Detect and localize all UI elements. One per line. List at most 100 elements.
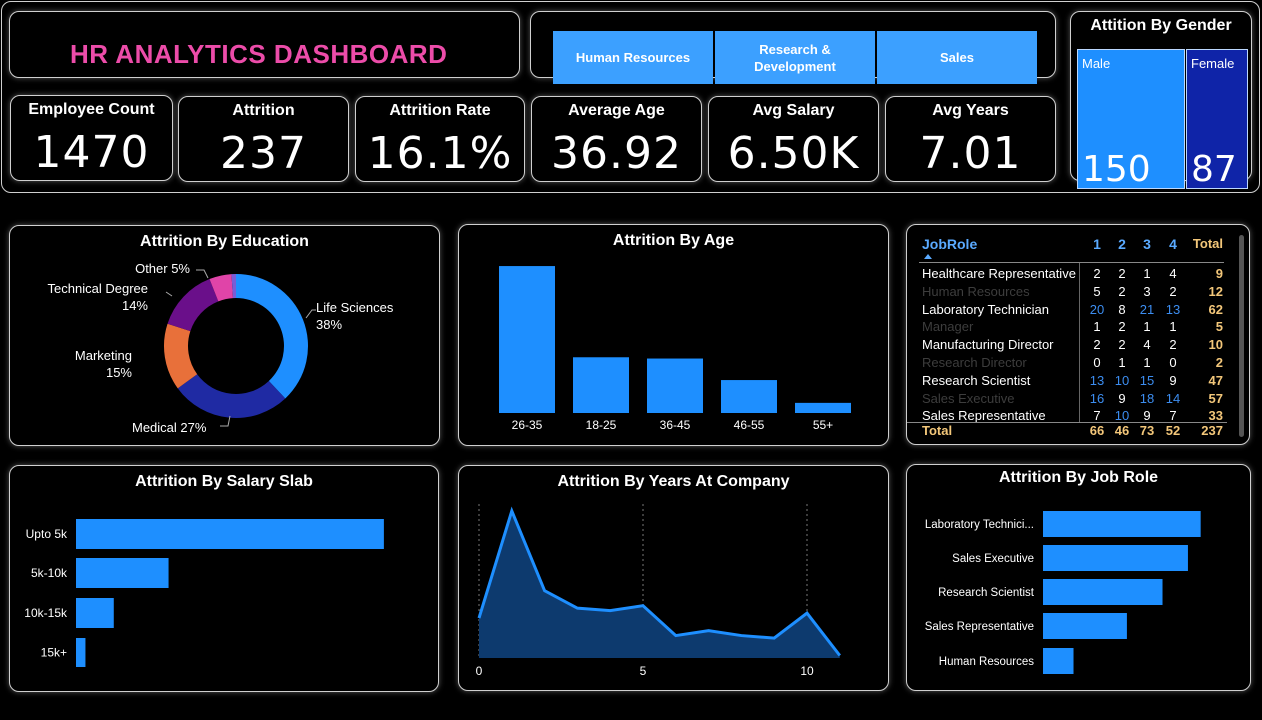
years-area-chart: 0 5 10 bbox=[476, 504, 841, 678]
donut-label: Medical 27% bbox=[132, 420, 207, 435]
attrition-by-education: Attrition By Education Life Sciences 38% M… bbox=[9, 225, 440, 446]
matrix-row-total: 12 bbox=[1208, 283, 1223, 299]
age-bar-26-35[interactable] bbox=[499, 266, 555, 413]
age-bar-46-55[interactable] bbox=[721, 380, 777, 413]
salary-bar-2[interactable] bbox=[76, 598, 114, 628]
matrix-cell: 4 bbox=[1169, 266, 1177, 281]
kpi-avg-salary: Avg Salary 6.50K bbox=[708, 96, 879, 182]
matrix-cell: 7 bbox=[1093, 408, 1101, 424]
sort-up-icon[interactable] bbox=[924, 254, 932, 259]
kpi-value: 36.92 bbox=[551, 128, 682, 179]
jobrole-bar-4[interactable] bbox=[1043, 648, 1074, 674]
matrix-row-label: Sales Representative bbox=[922, 408, 1046, 424]
salary-bar-3[interactable] bbox=[76, 638, 86, 667]
age-tick-label: 18-25 bbox=[586, 418, 617, 432]
matrix-row-total: 47 bbox=[1208, 372, 1223, 388]
jobrole-bar-3[interactable] bbox=[1043, 613, 1127, 639]
jobrole-tick-label: Sales Executive bbox=[952, 553, 1034, 565]
matrix-row-total: 10 bbox=[1208, 337, 1223, 353]
kpi-label: Average Age bbox=[568, 102, 665, 119]
jobrole-bar-2[interactable] bbox=[1043, 579, 1163, 605]
matrix-row-total: 62 bbox=[1208, 301, 1223, 317]
matrix-scrollbar[interactable] bbox=[1239, 235, 1244, 437]
salary-tick-label: Upto 5k bbox=[26, 527, 68, 541]
matrix-total-cell: 46 bbox=[1114, 423, 1130, 438]
leader-line bbox=[196, 269, 209, 279]
matrix-header-level: 2 bbox=[1118, 236, 1126, 252]
donut-slice-2[interactable] bbox=[164, 323, 198, 389]
matrix-cell: 13 bbox=[1089, 372, 1105, 388]
kpi-label: Attrition Rate bbox=[389, 102, 491, 119]
matrix-cell: 1 bbox=[1093, 319, 1101, 335]
matrix-total-divider bbox=[907, 422, 1227, 423]
salary-tick-label: 15k+ bbox=[41, 646, 67, 660]
donut-slice-1[interactable] bbox=[177, 374, 286, 418]
jobrole-bar-chart: Laboratory Technici... Sales Executive Res… bbox=[925, 511, 1201, 674]
kpi-value: 16.1% bbox=[367, 128, 513, 179]
slicer-human-resources[interactable]: Human Resources bbox=[553, 31, 713, 84]
matrix-cell: 2 bbox=[1093, 266, 1101, 281]
jobrole-bar-1[interactable] bbox=[1043, 545, 1188, 571]
chart-title: Attrition By Salary Slab bbox=[135, 473, 313, 490]
chart-title: Attrition By Age bbox=[612, 232, 735, 249]
matrix-header-level: 4 bbox=[1169, 236, 1177, 252]
age-bar-chart: 26-35 18-25 36-45 46-55 55+ bbox=[499, 266, 851, 432]
salary-tick-label: 5k-10k bbox=[31, 566, 68, 580]
chart-title: Attrition By Years At Company bbox=[557, 473, 790, 490]
attrition-by-gender: Attition By Gender Male 150 Female 87 bbox=[1070, 11, 1252, 190]
donut-slice-0[interactable] bbox=[236, 274, 308, 399]
leader-line bbox=[305, 309, 316, 319]
matrix-cell: 2 bbox=[1118, 337, 1126, 353]
leader-line bbox=[220, 415, 231, 427]
donut-slice-5[interactable] bbox=[231, 274, 236, 299]
matrix-cell: 15 bbox=[1139, 372, 1155, 388]
matrix-cell: 2 bbox=[1169, 337, 1177, 353]
matrix-cell: 10 bbox=[1114, 372, 1130, 388]
age-bar-36-45[interactable] bbox=[647, 358, 703, 413]
kpi-value: 7.01 bbox=[919, 128, 1022, 179]
age-bar-18-25[interactable] bbox=[573, 357, 629, 413]
jobrole-bar-0[interactable] bbox=[1043, 511, 1201, 537]
salary-bar-0[interactable] bbox=[76, 519, 384, 549]
attrition-by-job-role: Attrition By Job Role Laboratory Technic… bbox=[906, 464, 1251, 691]
age-tick-label: 46-55 bbox=[734, 418, 765, 432]
gender-male-tile[interactable]: Male 150 bbox=[1077, 49, 1185, 190]
matrix-row-label: Research Director bbox=[922, 355, 1027, 370]
donut-slice-4[interactable] bbox=[209, 274, 233, 302]
kpi-employee-count: Employee Count 1470 bbox=[10, 95, 173, 181]
gender-value: 87 bbox=[1191, 149, 1237, 190]
matrix-table: JobRole 1 2 3 4 Total Healthcare Representativ… bbox=[907, 225, 1249, 444]
gender-female-tile[interactable]: Female 87 bbox=[1186, 49, 1248, 190]
kpi-section bbox=[1, 1, 1260, 193]
chart-title: Attrition By Job Role bbox=[998, 469, 1159, 486]
matrix-row-total: 9 bbox=[1215, 266, 1223, 281]
matrix-header-total: Total bbox=[1192, 236, 1223, 251]
chart-title: Attition By Gender bbox=[1090, 17, 1232, 34]
matrix-cell: 18 bbox=[1139, 390, 1155, 406]
donut-slice-3[interactable] bbox=[167, 279, 219, 332]
donut-label: Technical Degree 14% bbox=[48, 281, 149, 313]
age-bar-55+[interactable] bbox=[795, 402, 851, 413]
area-line[interactable] bbox=[477, 506, 841, 657]
matrix-cell: 2 bbox=[1169, 283, 1177, 299]
matrix-row-label: Sales Executive bbox=[922, 390, 1015, 406]
matrix-header-divider bbox=[919, 262, 1224, 263]
salary-bar-1[interactable] bbox=[76, 558, 169, 588]
slicer-research-development[interactable]: Research & Development bbox=[715, 31, 875, 84]
kpi-value: 1470 bbox=[33, 127, 150, 178]
matrix-grand-total: 237 bbox=[1201, 423, 1223, 438]
page-title: HR ANALYTICS DASHBOARD bbox=[70, 39, 448, 69]
slicer-sales[interactable]: Sales bbox=[877, 31, 1037, 84]
jobrole-tick-label: Laboratory Technici... bbox=[925, 519, 1034, 531]
matrix-total-cell: 66 bbox=[1089, 423, 1105, 438]
kpi-attrition-rate: Attrition Rate 16.1% bbox=[355, 96, 525, 182]
kpi-value: 237 bbox=[220, 128, 307, 179]
chart-title: Attrition By Education bbox=[140, 233, 309, 250]
salary-bar-chart: Upto 5k 5k-10k 10k-15k 15k+ bbox=[24, 519, 384, 667]
salary-tick-label: 10k-15k bbox=[24, 606, 68, 620]
matrix-cell: 4 bbox=[1143, 337, 1151, 353]
gender-label: Female bbox=[1191, 56, 1235, 71]
jobrole-matrix: JobRole 1 2 3 4 Total Healthcare Representativ… bbox=[906, 224, 1250, 445]
matrix-cell: 16 bbox=[1089, 390, 1105, 406]
department-slicer: Human Resources Research & Development S… bbox=[530, 11, 1056, 84]
